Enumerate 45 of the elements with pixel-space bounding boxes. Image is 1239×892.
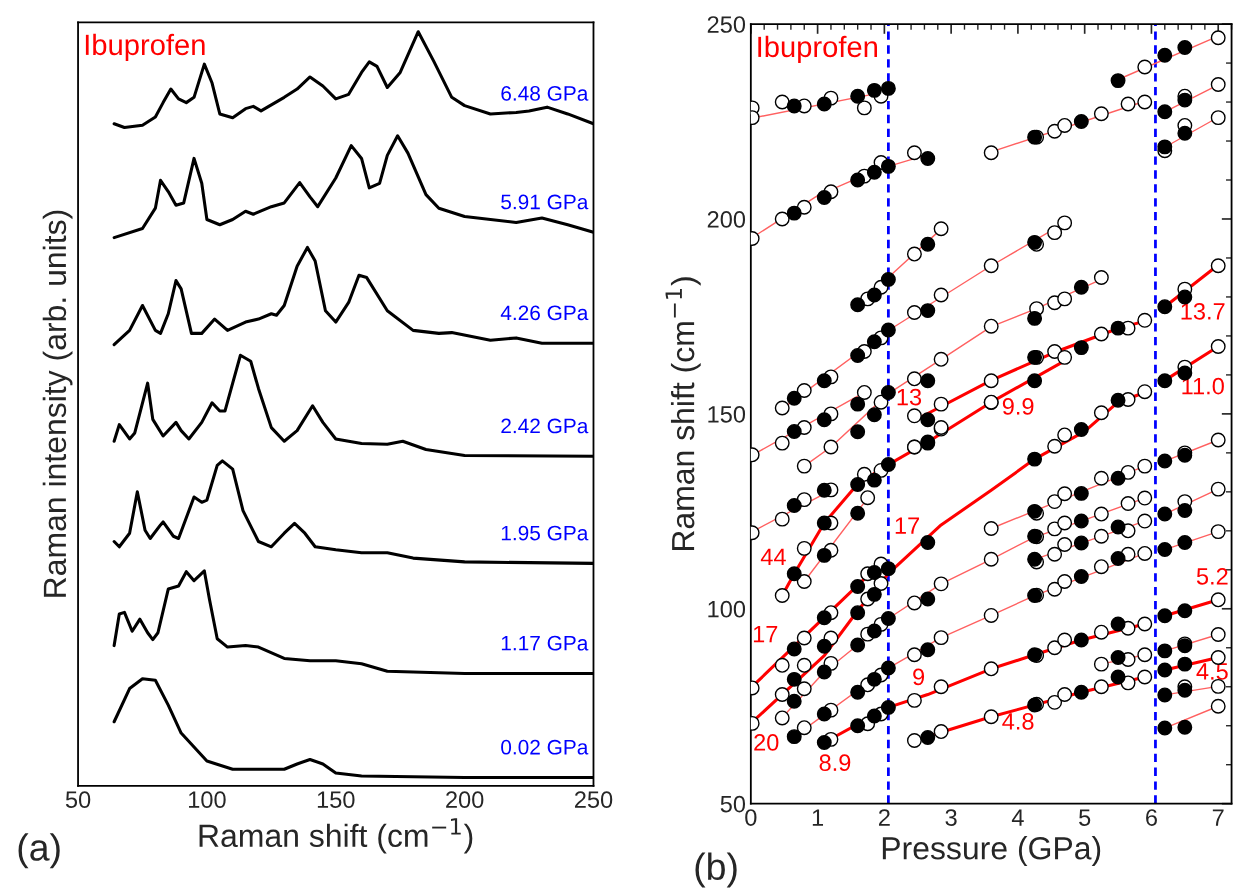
annotation: 4.8 — [1002, 713, 1034, 730]
y-tick-label: 200 — [707, 211, 746, 228]
annotation: 4.5 — [1196, 663, 1228, 680]
y-tick-label: 100 — [708, 600, 746, 618]
y-tick-label: 150 — [708, 405, 746, 423]
x-tick-label: 50 — [65, 791, 91, 809]
x-tick-label: 4 — [1011, 809, 1024, 826]
x-tick-label: 7 — [1212, 809, 1224, 826]
x-axis-title: Pressure (GPa) — [882, 836, 1101, 866]
annotation: 44 — [760, 548, 786, 565]
x-tick-label: 150 — [317, 791, 355, 809]
annotation: 20 — [754, 734, 779, 751]
text: (a) — [18, 833, 60, 869]
x-tick-label: 100 — [189, 791, 226, 809]
x-tick-label: 1 — [812, 809, 824, 826]
series-label: 6.48 GPa — [501, 86, 589, 101]
annotation: 13.7 — [1181, 302, 1225, 320]
text: (b) — [695, 852, 737, 888]
annotation: Ibuprofen — [758, 35, 877, 63]
annotation: 9 — [913, 668, 925, 686]
y-tick-label: 250 — [707, 16, 746, 33]
annotation: 17 — [753, 625, 778, 643]
annotation: 5.2 — [1196, 568, 1228, 585]
annotation: Ibuprofen — [85, 33, 205, 61]
series-label: 1.95 GPa — [501, 525, 589, 541]
x-tick-label: 3 — [945, 809, 957, 826]
series-label: 0.02 GPa — [501, 739, 589, 755]
annotation: 11.0 — [1182, 377, 1224, 395]
annotation: 13 — [897, 388, 922, 406]
x-tick-label: 5 — [1079, 809, 1091, 826]
series-label: 4.26 GPa — [500, 305, 589, 321]
x-tick-label: 200 — [446, 791, 484, 809]
x-axis-title: Raman shift (cm$^{−1}$) — [199, 818, 473, 854]
annotation: 9.9 — [1002, 398, 1034, 415]
series-label: 1.17 GPa — [501, 635, 589, 651]
x-tick-label: 2 — [878, 809, 890, 826]
x-tick-label: 6 — [1146, 809, 1157, 826]
annotation: 17 — [895, 517, 920, 534]
y-axis-title: Raman shift (cm$^{−1}$) — [665, 277, 701, 551]
x-tick-label: 250 — [574, 791, 613, 809]
y-axis-title: Raman intensity (arb. units) — [42, 210, 73, 597]
series-label: 2.42 GPa — [501, 418, 589, 434]
series-label: 5.91 GPa — [501, 194, 589, 210]
annotation: 8.9 — [819, 754, 851, 772]
x-tick-label: 0 — [745, 809, 757, 826]
